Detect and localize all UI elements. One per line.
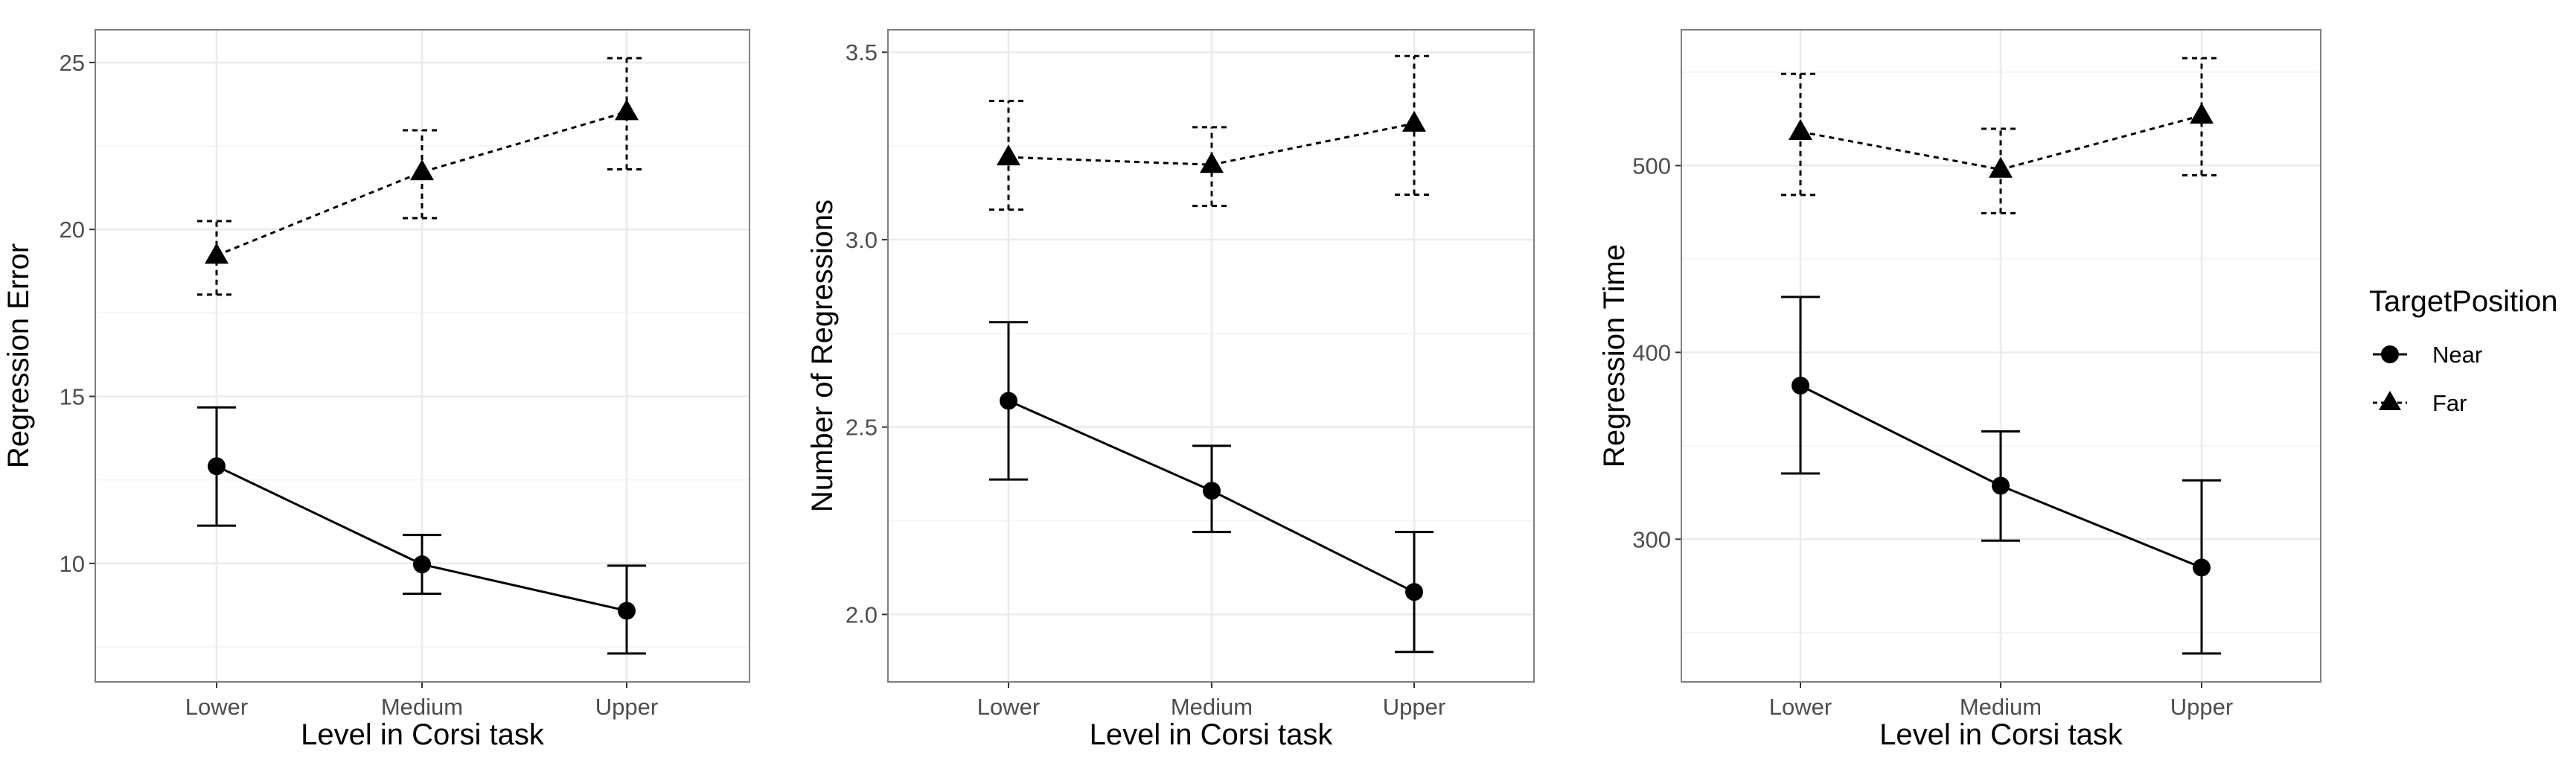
series-far <box>1781 57 2221 214</box>
data-point-circle <box>413 555 431 574</box>
data-point-triangle <box>1200 152 1224 173</box>
data-point-circle <box>1000 392 1017 410</box>
panel-3: 300 400 500 Lower Medium Upper Level in Corsi … <box>1598 29 2321 751</box>
x-axis-title: Level in Corsi task <box>1090 718 1334 751</box>
data-point-triangle <box>1402 110 1426 132</box>
legend: TargetPosition Near Far <box>2369 285 2557 416</box>
x-tick-label: Lower <box>977 694 1040 720</box>
y-tick-label: 400 <box>1632 339 1671 366</box>
legend-triangle-marker <box>2379 391 2401 410</box>
y-axis-title: Regression Time <box>1598 244 1631 468</box>
data-point-circle <box>1405 583 1423 602</box>
data-point-triangle <box>1789 119 1812 141</box>
data-point-triangle <box>2190 103 2214 124</box>
data-point-circle <box>1992 476 2010 495</box>
y-axis-title: Regression Error <box>2 243 35 468</box>
error-bar <box>607 57 646 170</box>
legend-item-near: Near <box>2373 342 2482 368</box>
legend-circle-marker <box>2381 345 2399 363</box>
data-point-circle <box>208 457 226 476</box>
y-tick-label: 15 <box>60 383 85 409</box>
x-tick-label: Upper <box>2170 694 2233 720</box>
data-point-circle <box>1792 377 1809 395</box>
data-point-triangle <box>615 99 639 121</box>
y-tick-label: 2.5 <box>846 415 878 441</box>
x-axis-title: Level in Corsi task <box>1879 718 2123 751</box>
panel-2: 2.0 2.5 3.0 3.5 Lower Medium Upper Level in Cor… <box>806 29 1535 751</box>
x-tick-label: Medium <box>381 694 463 720</box>
data-point-triangle <box>205 243 228 264</box>
data-point-triangle <box>410 159 434 181</box>
panel-border <box>887 29 1535 683</box>
data-point-circle <box>2193 558 2211 577</box>
error-bar <box>197 220 236 296</box>
x-tick-label: Upper <box>1383 694 1445 720</box>
x-tick-label: Lower <box>1769 694 1832 720</box>
y-tick-label: 20 <box>60 217 85 243</box>
y-tick-label: 10 <box>60 551 85 577</box>
legend-title: TargetPosition <box>2369 285 2557 318</box>
error-bar <box>989 100 1028 211</box>
legend-item-far: Far <box>2373 390 2467 416</box>
data-point-circle <box>618 602 636 620</box>
series-near <box>989 321 1434 654</box>
x-tick-label: Medium <box>1960 694 2042 720</box>
x-tick-label: Upper <box>595 694 658 720</box>
data-point-triangle <box>1989 156 2013 178</box>
y-axis-title: Number of Regressions <box>806 200 839 512</box>
series-far <box>197 57 646 296</box>
y-tick-label: 3.5 <box>846 39 878 66</box>
y-tick-label: 3.0 <box>846 227 878 253</box>
series-far <box>989 54 1434 211</box>
series-near <box>1781 296 2221 655</box>
x-tick-label: Medium <box>1171 694 1253 720</box>
data-point-circle <box>1203 482 1221 500</box>
x-tick-label: Lower <box>185 694 248 720</box>
x-axis-title: Level in Corsi task <box>301 718 545 751</box>
panel-border <box>1681 29 2321 683</box>
y-tick-label: 25 <box>60 50 85 76</box>
panel-1: 10 15 20 25 Lower Medium Upper Level in Corsi t… <box>2 29 750 751</box>
panel-border <box>95 29 750 683</box>
series-near <box>197 406 646 655</box>
legend-label-near: Near <box>2432 342 2482 368</box>
legend-label-far: Far <box>2432 390 2467 416</box>
y-tick-label: 2.0 <box>846 602 878 628</box>
y-tick-label: 300 <box>1632 526 1671 552</box>
y-tick-label: 500 <box>1632 153 1671 179</box>
data-point-triangle <box>997 144 1020 166</box>
